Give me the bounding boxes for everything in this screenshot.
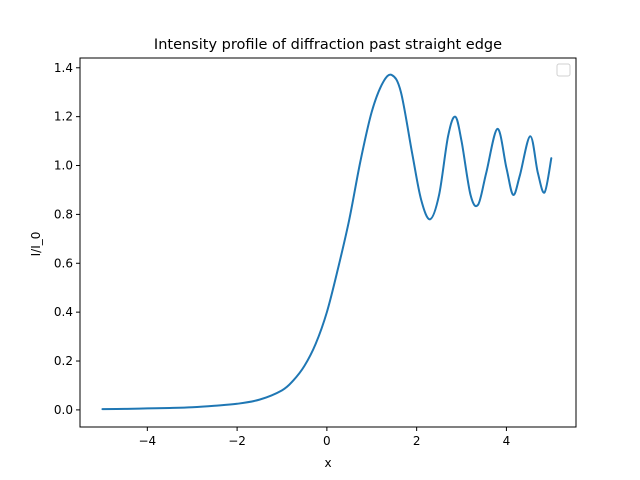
x-tick-label: 0: [323, 434, 331, 448]
x-tick-label: −4: [138, 434, 156, 448]
plot-area: −4 −2 0 2 4 0.0 0.2 0.4 0.6 0.8 1.0 1.2 1.4: [54, 57, 577, 448]
y-tick-label: 0.4: [54, 305, 73, 319]
y-tick-label: 0.2: [54, 354, 73, 368]
x-axis-label: x: [324, 456, 331, 470]
y-tick-label: 1.0: [54, 159, 73, 173]
legend: [556, 63, 571, 77]
y-tick-label: 1.4: [54, 61, 73, 75]
y-axis-label: I/I_0: [29, 232, 43, 257]
axes-frame: [79, 57, 577, 428]
x-tick-label: −2: [228, 434, 246, 448]
y-tick-label: 0.0: [54, 403, 73, 417]
chart-title: Intensity profile of diffraction past st…: [154, 37, 502, 53]
y-tick-label: 1.2: [54, 110, 73, 124]
x-tick-label: 2: [413, 434, 421, 448]
series-line-0: [101, 73, 553, 411]
x-tick-label: 4: [503, 434, 511, 448]
y-tick-label: 0.8: [54, 207, 73, 221]
y-tick-label: 0.6: [54, 256, 73, 270]
legend-box: [556, 63, 571, 77]
